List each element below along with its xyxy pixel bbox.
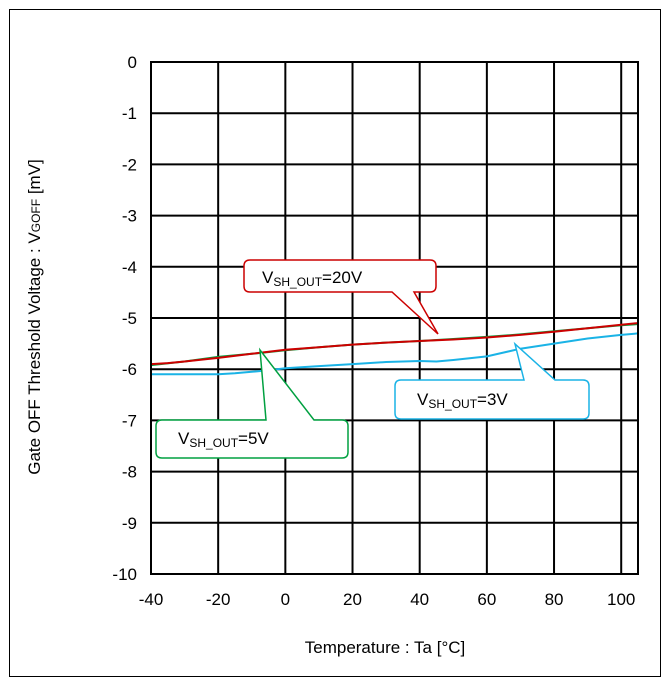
callout-3v: VSH_OUT=3V bbox=[394, 341, 590, 420]
x-tick-label: 40 bbox=[410, 590, 429, 609]
chart-frame bbox=[9, 9, 661, 677]
callout-20v-label: VSH_OUT=20V bbox=[262, 268, 363, 289]
y-tick-label: -5 bbox=[122, 309, 137, 328]
x-tick-label: 100 bbox=[607, 590, 635, 609]
series-lines bbox=[150, 322, 639, 376]
callout-20v: VSH_OUT=20V bbox=[243, 259, 439, 335]
y-tick-label: -4 bbox=[122, 258, 137, 277]
grid-lines bbox=[150, 61, 638, 575]
y-tick-label: 0 bbox=[128, 53, 137, 72]
y-axis-label: Gate OFF Threshold Voltage : VGOFF [mV] bbox=[25, 159, 44, 475]
y-tick-label: -8 bbox=[122, 463, 137, 482]
x-tick-label: -20 bbox=[206, 590, 231, 609]
callout-3v-label: VSH_OUT=3V bbox=[417, 390, 508, 411]
series-line-2 bbox=[151, 332, 639, 376]
x-tick-label: 80 bbox=[545, 590, 564, 609]
x-tick-label: 60 bbox=[477, 590, 496, 609]
x-tick-label: -40 bbox=[139, 590, 164, 609]
callout-5v-box bbox=[155, 347, 349, 459]
callout-20v-box bbox=[243, 259, 439, 335]
x-tick-labels: -40 -20 0 20 40 60 80 100 bbox=[139, 590, 636, 609]
y-tick-label: -7 bbox=[122, 411, 137, 430]
x-axis-label: Temperature : Ta [°C] bbox=[305, 638, 466, 657]
callout-3v-box bbox=[394, 341, 590, 420]
x-tick-label: 20 bbox=[343, 590, 362, 609]
y-tick-label: -2 bbox=[122, 155, 137, 174]
y-tick-label: -10 bbox=[112, 565, 137, 584]
y-tick-label: -3 bbox=[122, 207, 137, 226]
y-tick-label: -9 bbox=[122, 514, 137, 533]
x-tick-label: 0 bbox=[281, 590, 290, 609]
callout-5v-label: VSH_OUT=5V bbox=[178, 429, 269, 450]
plot-area-border bbox=[150, 61, 639, 575]
series-line-0 bbox=[150, 322, 639, 366]
y-tick-label: -6 bbox=[122, 360, 137, 379]
y-tick-labels: 0 -1 -2 -3 -4 -5 -6 -7 -8 -9 -10 bbox=[112, 53, 137, 584]
y-tick-label: -1 bbox=[122, 104, 137, 123]
callout-5v: VSH_OUT=5V bbox=[155, 347, 349, 459]
